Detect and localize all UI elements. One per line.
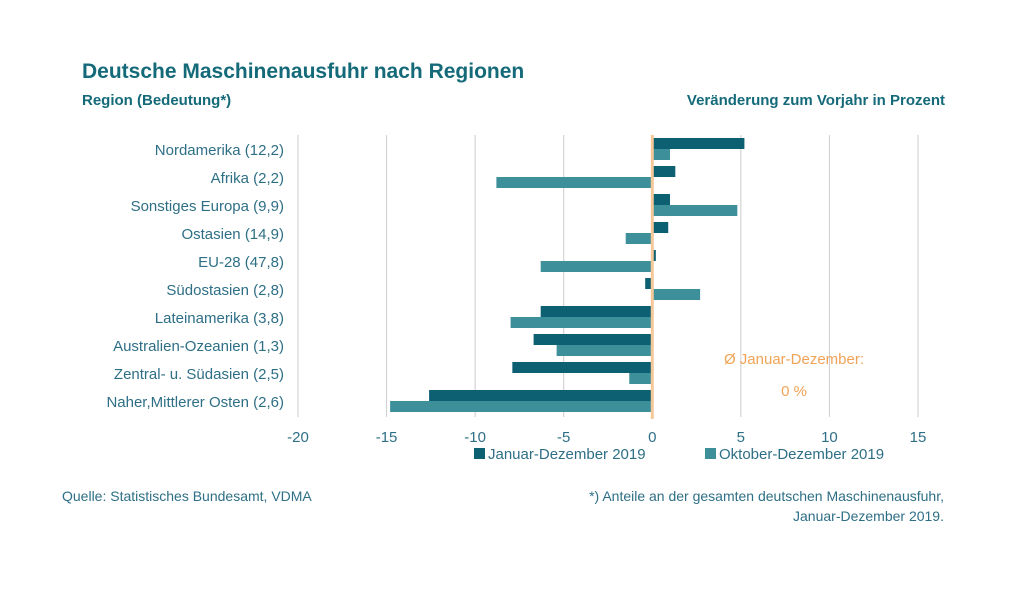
x-tick-label: -10 xyxy=(464,429,486,446)
x-tick-label: 5 xyxy=(737,429,745,446)
category-label: Nordamerika (12,2) xyxy=(155,142,284,159)
legend-swatch-oktober-dezember xyxy=(705,448,716,459)
legend-label-oktober-dezember: Oktober-Dezember 2019 xyxy=(719,446,884,463)
category-label: Naher,Mittlerer Osten (2,6) xyxy=(106,394,284,411)
footnote: *) Anteile an der gesamten deutschen Mas… xyxy=(524,486,944,526)
bar-oktober-dezember xyxy=(496,177,653,188)
x-tick-label: -5 xyxy=(557,429,570,446)
category-label: Australien-Ozeanien (1,3) xyxy=(113,338,284,355)
x-tick-label: 15 xyxy=(910,429,927,446)
bar-oktober-dezember xyxy=(510,317,653,328)
bar-januar-dezember xyxy=(533,334,653,345)
bar-januar-dezember xyxy=(429,390,653,401)
region-subtitle: Region (Bedeutung*) xyxy=(82,92,232,109)
bar-oktober-dezember xyxy=(652,289,701,300)
chart-title: Deutsche Maschinenausfuhr nach Regionen xyxy=(82,60,525,83)
average-annotation-label: Ø Januar-Dezember: xyxy=(724,351,864,368)
legend-swatch-januar-dezember xyxy=(474,448,485,459)
bar-januar-dezember xyxy=(645,278,653,289)
bar-januar-dezember xyxy=(652,194,670,205)
category-label: Lateinamerika (3,8) xyxy=(155,310,284,327)
source-note: Quelle: Statistisches Bundesamt, VDMA xyxy=(62,488,312,504)
footnote-line-2: Januar-Dezember 2019. xyxy=(793,508,944,524)
bar-oktober-dezember xyxy=(629,373,653,384)
x-tick-label: 10 xyxy=(821,429,838,446)
bar-oktober-dezember xyxy=(540,261,653,272)
bar-januar-dezember xyxy=(652,138,745,149)
footnote-line-1: *) Anteile an der gesamten deutschen Mas… xyxy=(589,488,944,504)
bar-januar-dezember xyxy=(652,222,669,233)
x-tick-label: 0 xyxy=(648,429,656,446)
category-label: Ostasien (14,9) xyxy=(181,226,284,243)
bar-oktober-dezember xyxy=(652,205,738,216)
bar-oktober-dezember xyxy=(625,233,653,244)
category-label: Sonstiges Europa (9,9) xyxy=(131,198,284,215)
category-label: Zentral- u. Südasien (2,5) xyxy=(114,366,284,383)
bar-oktober-dezember xyxy=(556,345,653,356)
bar-oktober-dezember xyxy=(390,401,653,412)
bar-januar-dezember xyxy=(512,362,653,373)
legend-label-januar-dezember: Januar-Dezember 2019 xyxy=(488,446,646,463)
change-subtitle: Veränderung zum Vorjahr in Prozent xyxy=(686,92,945,109)
bar-januar-dezember xyxy=(652,250,656,261)
x-tick-label: -15 xyxy=(376,429,398,446)
average-annotation-value: 0 % xyxy=(781,383,807,400)
bar-januar-dezember xyxy=(540,306,653,317)
x-tick-label: -20 xyxy=(287,429,309,446)
bar-oktober-dezember xyxy=(652,149,670,160)
category-label: EU-28 (47,8) xyxy=(198,254,284,271)
category-label: Afrika (2,2) xyxy=(211,170,284,187)
bar-januar-dezember xyxy=(652,166,676,177)
category-label: Südostasien (2,8) xyxy=(166,282,284,299)
